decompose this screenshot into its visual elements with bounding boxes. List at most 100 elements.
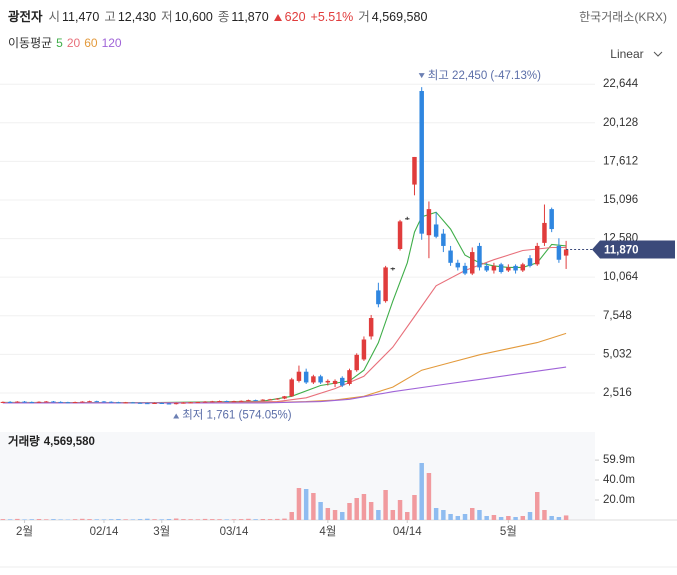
y-tick-label: 7,548 xyxy=(603,310,632,322)
volume-bar xyxy=(368,502,374,520)
volume-bar xyxy=(498,517,504,520)
volume-bar xyxy=(534,492,540,520)
up-arrow xyxy=(273,14,282,21)
volume-bar xyxy=(202,518,208,520)
candle-body xyxy=(65,402,71,404)
candle-body xyxy=(116,402,121,404)
volume-bar xyxy=(51,519,56,520)
x-tick-label: 04/14 xyxy=(393,526,422,538)
volume-value: 4,569,580 xyxy=(371,10,428,24)
volume-bar xyxy=(405,512,410,520)
volume-title-label: 거래량 xyxy=(8,434,40,448)
volume-bar xyxy=(542,510,547,520)
volume-bar xyxy=(217,519,222,520)
candle-body xyxy=(173,403,179,405)
candle-body xyxy=(477,245,482,268)
ma-legend[interactable]: 이동평균 5 20 60 120 xyxy=(8,34,126,51)
change-pct: +5.51% xyxy=(310,10,354,24)
candle-body xyxy=(0,401,6,403)
candle-body xyxy=(137,402,143,404)
volume-bar xyxy=(376,510,381,520)
volume-bar xyxy=(253,519,258,520)
x-tick-label: 5월 xyxy=(500,525,517,538)
candle-body xyxy=(260,399,266,401)
candle-body xyxy=(549,209,554,230)
candle-body xyxy=(195,402,201,404)
volume-bar xyxy=(36,519,42,520)
volume-title-value: 4,569,580 xyxy=(44,436,95,448)
volume-bar xyxy=(123,519,128,520)
stat-label: 시 xyxy=(48,10,61,24)
x-tick-label: 03/14 xyxy=(220,526,249,538)
candle-body xyxy=(289,379,294,397)
candle-body xyxy=(563,249,569,256)
volume-label: 거 xyxy=(358,10,370,24)
y-tick-label: 2,516 xyxy=(603,387,632,399)
candle-body xyxy=(354,354,359,371)
y-tick-label: 17,612 xyxy=(603,155,638,167)
volume-bar xyxy=(412,495,417,520)
candle-body xyxy=(145,403,150,405)
volume-bar xyxy=(318,502,323,520)
candle-body xyxy=(231,401,237,403)
annotation: 최고 22,450 (-47.13%) xyxy=(428,69,541,82)
candle-body xyxy=(383,267,388,302)
candle-body xyxy=(470,252,475,274)
volume-bar xyxy=(101,519,107,520)
volume-bar xyxy=(527,512,533,520)
candle-body xyxy=(448,250,453,263)
ma-item: 20 xyxy=(66,36,81,50)
candle-body xyxy=(80,401,85,403)
candle-body xyxy=(376,290,381,305)
stat-label: 종 xyxy=(217,10,230,24)
candle-body xyxy=(556,245,562,260)
volume-bar xyxy=(513,517,518,520)
candle-body xyxy=(296,371,302,381)
candle-body xyxy=(491,265,497,271)
volume-bar xyxy=(246,518,251,520)
x-tick-label: 02/14 xyxy=(90,526,119,538)
candle-body xyxy=(347,370,352,384)
annotation: 최저 1,761 (574.05%) xyxy=(182,409,292,422)
volume-bar xyxy=(549,516,554,520)
x-tick-label: 2월 xyxy=(16,525,33,538)
volume-bar xyxy=(296,488,302,520)
volume-bar xyxy=(282,518,287,520)
volume-bar xyxy=(43,519,49,520)
candle-body xyxy=(275,398,280,400)
candle-body xyxy=(108,401,114,403)
volume-bar xyxy=(289,512,294,520)
volume-bar xyxy=(455,516,461,520)
volume-bar xyxy=(311,493,316,520)
candle-body xyxy=(36,401,42,403)
candle-body xyxy=(368,318,374,337)
candle-body xyxy=(7,401,13,403)
candle-body xyxy=(202,401,208,403)
volume-bar xyxy=(145,518,150,520)
candle-body xyxy=(181,402,186,404)
candle-body xyxy=(513,265,518,271)
change: 620 xyxy=(284,10,306,24)
candle-body xyxy=(224,401,229,403)
scale-menu[interactable]: Linear xyxy=(610,47,663,61)
candle-body xyxy=(412,156,417,185)
candle-body xyxy=(433,224,439,237)
candle-body xyxy=(340,377,345,386)
candle-body xyxy=(484,265,489,271)
ma-item: 60 xyxy=(84,36,98,50)
candle-body xyxy=(15,401,20,403)
x-tick-label: 4월 xyxy=(319,525,336,538)
volume-bar xyxy=(390,510,396,520)
volume-bar xyxy=(181,519,186,520)
candle-body xyxy=(318,376,323,383)
volume-bar xyxy=(116,519,121,520)
volume-bar xyxy=(426,473,432,520)
volume-bar xyxy=(94,519,99,520)
scale-label: Linear xyxy=(610,47,644,61)
volume-bar xyxy=(354,498,359,520)
ma-label: 이동평균 xyxy=(8,36,53,50)
candle-body xyxy=(166,403,172,405)
ma-line xyxy=(2,246,567,404)
volume-bar xyxy=(470,508,475,520)
